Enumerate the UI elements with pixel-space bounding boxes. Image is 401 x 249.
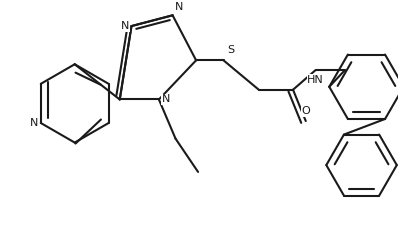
Text: N: N: [121, 21, 129, 31]
Text: N: N: [29, 118, 38, 128]
Text: S: S: [227, 45, 234, 56]
Text: HN: HN: [306, 75, 323, 85]
Text: O: O: [301, 106, 309, 116]
Text: N: N: [162, 95, 170, 105]
Text: N: N: [174, 2, 182, 12]
